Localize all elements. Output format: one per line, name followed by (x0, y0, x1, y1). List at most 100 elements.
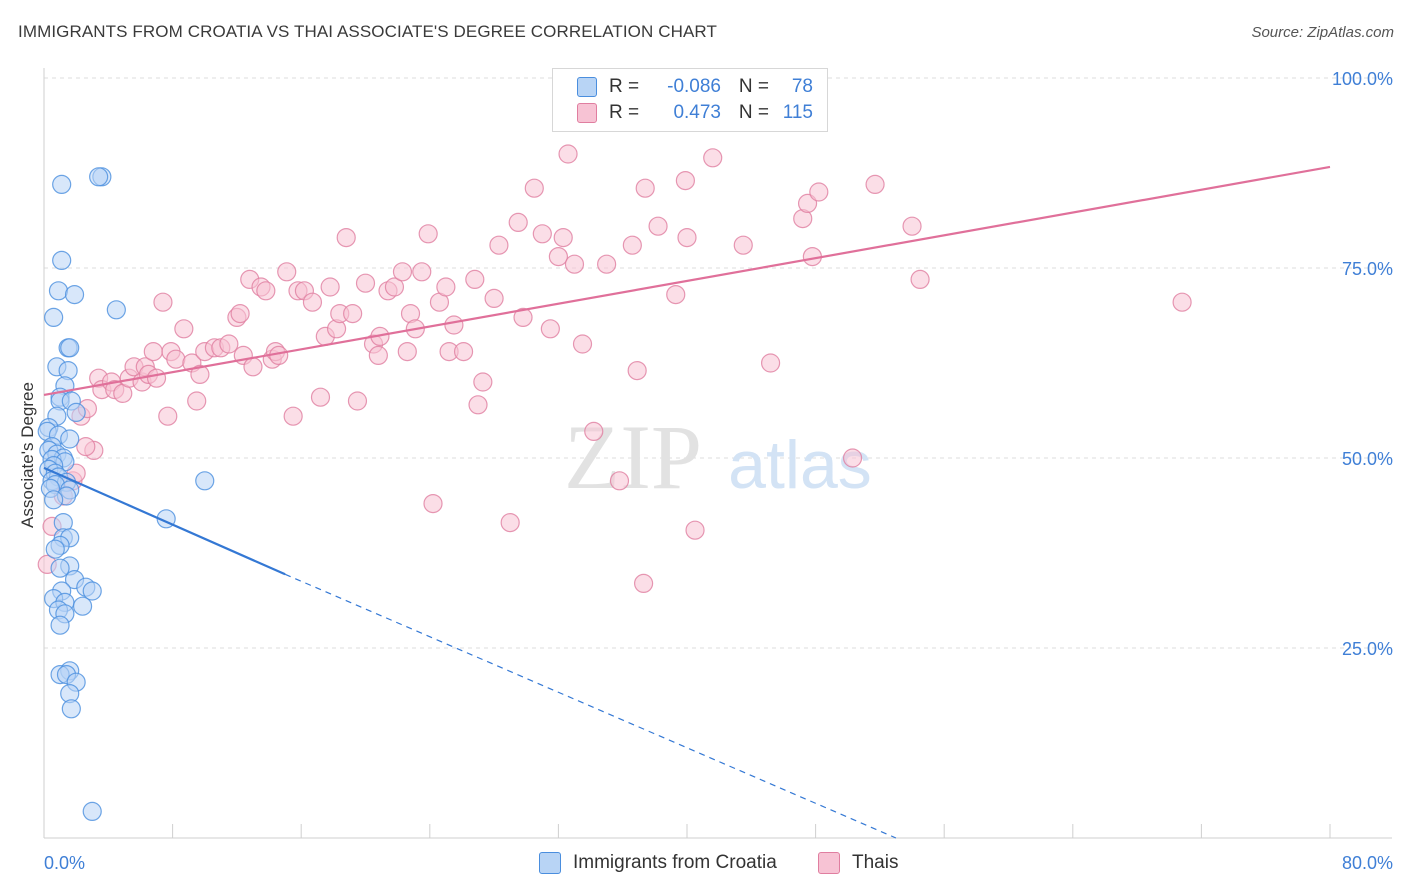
croatia-point (50, 615, 70, 635)
axes (43, 68, 1392, 839)
thai-point (910, 269, 930, 289)
legend-r-label: R = (609, 76, 640, 97)
thai-point (532, 224, 552, 244)
thai-point (153, 292, 173, 312)
legend-r-label: R = (609, 102, 640, 123)
legend-n-label: N = (738, 102, 769, 123)
thai-point (143, 342, 163, 362)
thai-point (368, 345, 388, 365)
thai-point (540, 319, 560, 339)
thai-point (187, 391, 207, 411)
legend-row-croatia: R = -0.086 N = 78 (577, 75, 813, 99)
x-tick-label-min: 0.0% (44, 853, 85, 873)
legend-n-value: 115 (782, 102, 813, 123)
thai-point (508, 212, 528, 232)
thai-point (436, 277, 456, 297)
thai-point (283, 406, 303, 426)
bottom-legend-swatch-thais (818, 852, 840, 874)
thai-point (558, 144, 578, 164)
thai-point (622, 235, 642, 255)
thai-point (166, 349, 186, 369)
y-tick-label: 100.0% (1332, 69, 1393, 89)
thai-point (190, 364, 210, 384)
thai-point (444, 315, 464, 335)
trend-lines (43, 165, 1331, 839)
watermark: ZIP atlas (564, 406, 872, 508)
croatia-point (82, 581, 102, 601)
bottom-legend-label-thais: Thais (852, 852, 899, 873)
croatia-trend-extension (284, 573, 897, 839)
thai-point (902, 216, 922, 236)
legend-r-value: -0.086 (667, 76, 721, 97)
thai-point (392, 262, 413, 282)
thai-point (158, 406, 178, 426)
thai-point (733, 235, 753, 255)
thai-point (412, 262, 432, 282)
correlation-legend: R = -0.086 N = 78 R = 0.473 N = 115 (552, 68, 828, 132)
bottom-legend-label-croatia: Immigrants from Croatia (573, 852, 777, 873)
chart-title: IMMIGRANTS FROM CROATIA VS THAI ASSOCIAT… (18, 22, 717, 41)
thai-point (355, 273, 376, 293)
thai-point (310, 387, 331, 407)
thai-point (473, 372, 493, 392)
croatia-point (195, 471, 215, 491)
thai-point (146, 368, 167, 388)
thai-point (423, 494, 443, 514)
thai-point (553, 228, 573, 248)
thai-point (760, 353, 781, 373)
croatia-point (44, 307, 64, 327)
croatia-point (52, 250, 72, 270)
thai-point (524, 178, 544, 198)
thai-point (703, 148, 723, 168)
thai-point (500, 512, 520, 533)
thai-point (174, 319, 194, 339)
thai-point (584, 421, 604, 441)
thai-point (343, 304, 363, 324)
y-tick-label: 50.0% (1342, 449, 1393, 469)
croatia-point (72, 596, 93, 616)
thai-point (243, 357, 263, 377)
data-points (37, 144, 1192, 822)
legend-row-thais: R = 0.473 N = 115 (577, 101, 813, 125)
thai-point (418, 224, 438, 244)
y-tick-label: 25.0% (1342, 639, 1393, 659)
thai-point (809, 182, 829, 202)
thai-point (675, 171, 695, 191)
thai-point (572, 334, 593, 354)
thai-point (397, 342, 417, 362)
thai-point (677, 228, 697, 248)
croatia-trend-line (43, 466, 286, 576)
watermark-zip: ZIP (564, 406, 702, 508)
croatia-point (66, 402, 86, 422)
thai-point (685, 520, 705, 540)
thai-point (484, 288, 504, 308)
thai-point (76, 437, 96, 457)
croatia-point (52, 174, 72, 194)
thai-point (302, 292, 323, 312)
thai-point (277, 262, 297, 282)
thai-point (453, 342, 474, 362)
thai-point (548, 247, 569, 267)
thai-point (609, 471, 630, 491)
thai-point (633, 573, 654, 594)
thai-point (666, 285, 686, 305)
croatia-point (60, 338, 80, 358)
thai-point (347, 391, 368, 411)
croatia-point (61, 699, 81, 719)
legend-n-label: N = (738, 76, 769, 97)
thai-point (842, 448, 863, 468)
bottom-legend-thais: Thais (818, 852, 898, 874)
thai-point (635, 178, 655, 198)
croatia-point (106, 300, 126, 320)
thai-point (627, 361, 647, 381)
croatia-point (82, 801, 102, 822)
thai-point (648, 216, 668, 236)
legend-r-value: 0.473 (673, 102, 721, 123)
thai-point (256, 281, 276, 301)
thai-point (513, 307, 533, 327)
thai-point (597, 254, 617, 274)
chart-source: Source: ZipAtlas.com (1251, 24, 1394, 41)
thai-point (219, 334, 239, 354)
legend-n-value: 78 (791, 76, 813, 97)
